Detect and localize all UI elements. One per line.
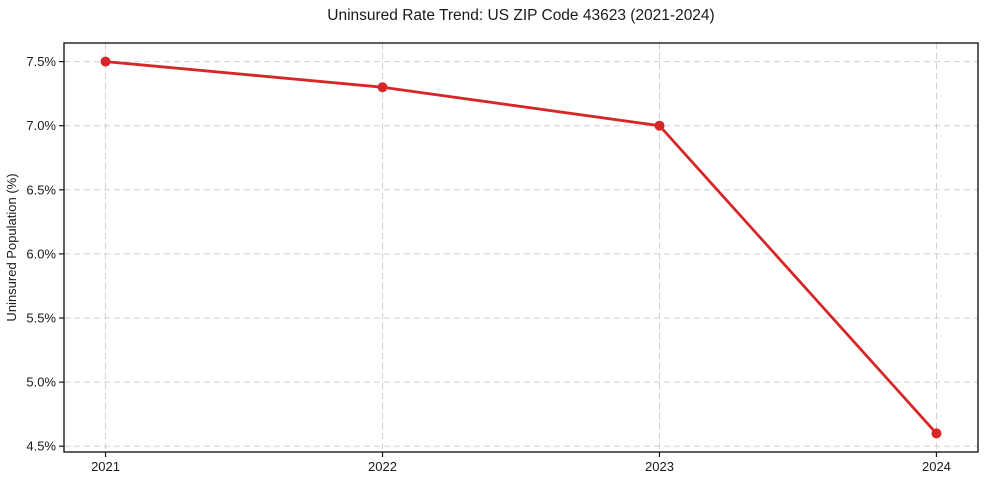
y-tick-label: 5.0% — [26, 375, 56, 390]
y-tick-label: 7.0% — [26, 118, 56, 133]
y-tick-label: 7.5% — [26, 54, 56, 69]
y-tick-label: 6.5% — [26, 182, 56, 197]
y-tick-label: 4.5% — [26, 439, 56, 454]
data-point-marker — [654, 120, 665, 131]
data-point-marker — [377, 82, 388, 93]
y-tick-label: 6.0% — [26, 246, 56, 261]
plot-area: 4.5% 5.0% 5.5% 6.0% 6.5% 7.0% 7.5% 2021 2022 2023… — [26, 42, 979, 474]
data-point-marker — [100, 56, 111, 67]
plot-frame — [63, 42, 979, 453]
y-tick-label: 5.5% — [26, 311, 56, 326]
x-tick-label: 2021 — [91, 459, 120, 474]
data-point-marker — [931, 428, 942, 439]
chart-title: Uninsured Rate Trend: US ZIP Code 43623 … — [327, 7, 714, 24]
x-tick-label: 2023 — [645, 459, 674, 474]
x-tick-label: 2022 — [368, 459, 397, 474]
y-axis-label: Uninsured Population (%) — [4, 173, 19, 321]
x-tick-label: 2024 — [922, 459, 951, 474]
trend-line — [104, 60, 938, 435]
